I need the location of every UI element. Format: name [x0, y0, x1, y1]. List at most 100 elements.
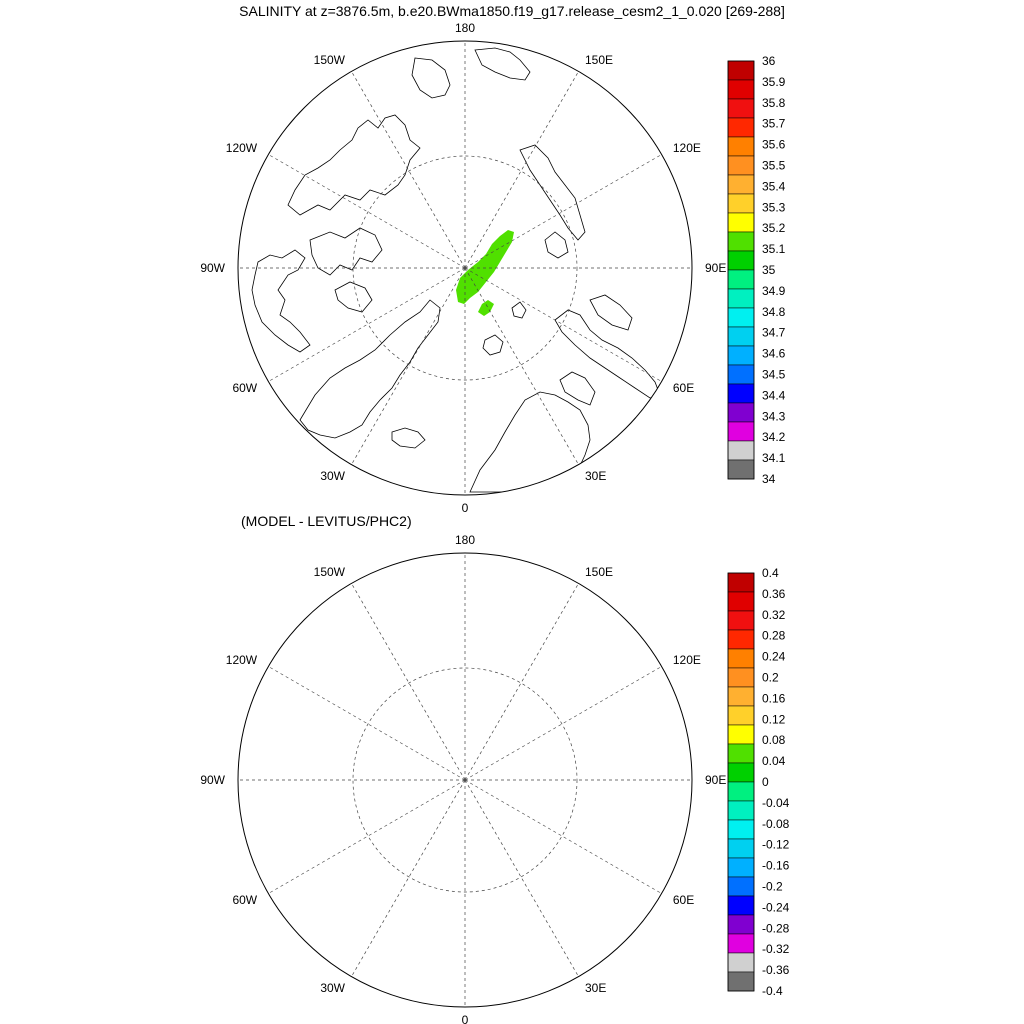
colorbar-tick-label: 0.28 [762, 629, 786, 643]
ridge-patch-fill-region [478, 812, 494, 828]
colorbar-swatch [727, 800, 755, 821]
colorbar-swatch [727, 933, 755, 954]
meridian-line [268, 779, 466, 894]
colorbar-tick-label: 34.9 [762, 284, 786, 298]
colorbar-swatch [727, 212, 755, 233]
coastline-5 [392, 940, 425, 960]
coastline-10 [519, 144, 586, 241]
colorbar-tick-label: 34.3 [762, 409, 786, 423]
meridian-line [351, 71, 466, 269]
coastline-9 [589, 294, 633, 331]
coastline-1 [252, 762, 310, 864]
colorbar-swatch [727, 98, 755, 119]
longitude-label: 180 [455, 21, 475, 35]
colorbar-swatch [727, 79, 755, 100]
coastline-8 [554, 309, 661, 399]
coastline-14 [483, 847, 503, 867]
colorbar-swatch [727, 231, 755, 252]
colorbar-swatch [727, 174, 755, 195]
colorbar-swatch [727, 307, 755, 328]
colorbar-swatch [727, 762, 755, 783]
colorbar-swatch [727, 572, 755, 593]
colorbar-tick-label: 34.6 [762, 347, 786, 361]
colorbar-swatch [727, 705, 755, 726]
longitude-label: 60E [673, 893, 694, 907]
ridge-patch-fill-region [478, 300, 494, 316]
colorbar: 0.4 0.36 0.32 0.28 0.24 0.2 0.16 0.12 0.08 0.04 0 -… [727, 566, 790, 998]
longitude-label: 30W [320, 469, 345, 483]
meridian-line [464, 71, 579, 269]
longitude-label: 90E [705, 261, 726, 275]
colorbar-swatch [727, 648, 755, 669]
colorbar-tick-label: 35.2 [762, 221, 786, 235]
colorbar-swatch [727, 364, 755, 385]
colorbar-tick-label: 0.16 [762, 691, 786, 705]
colorbar-swatch [727, 421, 755, 442]
colorbar-tick-label: 35 [762, 263, 776, 277]
colorbar-swatch [727, 610, 755, 631]
graticule [238, 553, 692, 1007]
colorbar-tick-label: 35.4 [762, 179, 786, 193]
meridian-line [464, 779, 662, 894]
colorbar-tick-label: 0.12 [762, 712, 786, 726]
coastline-2 [309, 227, 383, 276]
longitude-label: 0 [462, 501, 469, 515]
map-border [237, 552, 693, 1008]
colorbar-tick-label: 34.5 [762, 368, 786, 382]
coastline-7 [559, 371, 596, 406]
longitude-label: 90W [200, 773, 225, 787]
colorbar-tick-label: 0.2 [762, 671, 779, 685]
colorbar-swatch [727, 117, 755, 138]
colorbar-swatch [727, 288, 755, 309]
colorbar-tick-label: -0.2 [762, 880, 783, 894]
colorbar-swatch [727, 952, 755, 973]
map-border [237, 40, 693, 496]
colorbar-tick-label: 36 [762, 54, 776, 68]
colorbar-tick-label: 0 [762, 775, 769, 789]
colorbar-swatch [727, 876, 755, 897]
longitude-label: 180 [455, 533, 475, 547]
basin-tip-fill-region [494, 750, 514, 776]
map-panel-2: 180 150E 120E 90E 60E 30E 0 30W 60W 90W 120W 150W 0.… [200, 533, 789, 1024]
coastline-8 [555, 822, 660, 910]
coastline-13 [475, 560, 530, 592]
coastline-1 [251, 249, 311, 353]
longitude-label: 60E [673, 381, 694, 395]
longitude-label: 120E [673, 141, 701, 155]
colorbar-tick-label: 34.7 [762, 326, 786, 340]
colorbar-swatch [727, 269, 755, 290]
map-panel-1: 180 150E 120E 90E 60E 30E 0 30W 60W 90W 120W 150W 36… [200, 21, 785, 515]
colorbar-tick-label: 34.1 [762, 451, 786, 465]
colorbar-tick-label: 0.24 [762, 650, 786, 664]
coastline-7 [560, 884, 595, 917]
latitude-circle [352, 667, 578, 893]
basin-fill-region [456, 230, 514, 304]
colorbar-swatch [727, 857, 755, 878]
colorbar-tick-label: 34.2 [762, 430, 786, 444]
coastline-6 [470, 904, 590, 1004]
longitude-label: 90E [705, 773, 726, 787]
colorbar-swatch [727, 402, 755, 423]
colorbar-frame [727, 572, 755, 992]
colorbar-tick-label: 35.7 [762, 117, 786, 131]
longitude-label: 120E [673, 653, 701, 667]
colorbar-tick-label: 35.6 [762, 138, 786, 152]
coastlines [251, 47, 661, 493]
colorbar-tick-label: 0.4 [762, 566, 779, 580]
colorbar: 36 35.9 35.8 35.7 35.6 35.5 35.4 35.3 35.2 35.1 35… [727, 54, 786, 486]
colorbar-swatch [727, 383, 755, 404]
colorbar-tick-label: -0.32 [762, 942, 790, 956]
colorbar-tick-label: 0.36 [762, 587, 786, 601]
meridian-line [464, 267, 579, 465]
colorbar-tick-label: 35.3 [762, 200, 786, 214]
coastline-4 [300, 812, 440, 950]
colorbar-swatch [727, 193, 755, 214]
colorbar-swatch [727, 60, 755, 81]
colorbar-tick-label: -0.12 [762, 838, 790, 852]
colorbar-tick-label: 34.8 [762, 305, 786, 319]
colorbar-tick-label: -0.08 [762, 817, 790, 831]
coastline-5 [391, 427, 426, 449]
meridian-line [268, 267, 466, 382]
colorbar-tick-label: 35.1 [762, 242, 786, 256]
